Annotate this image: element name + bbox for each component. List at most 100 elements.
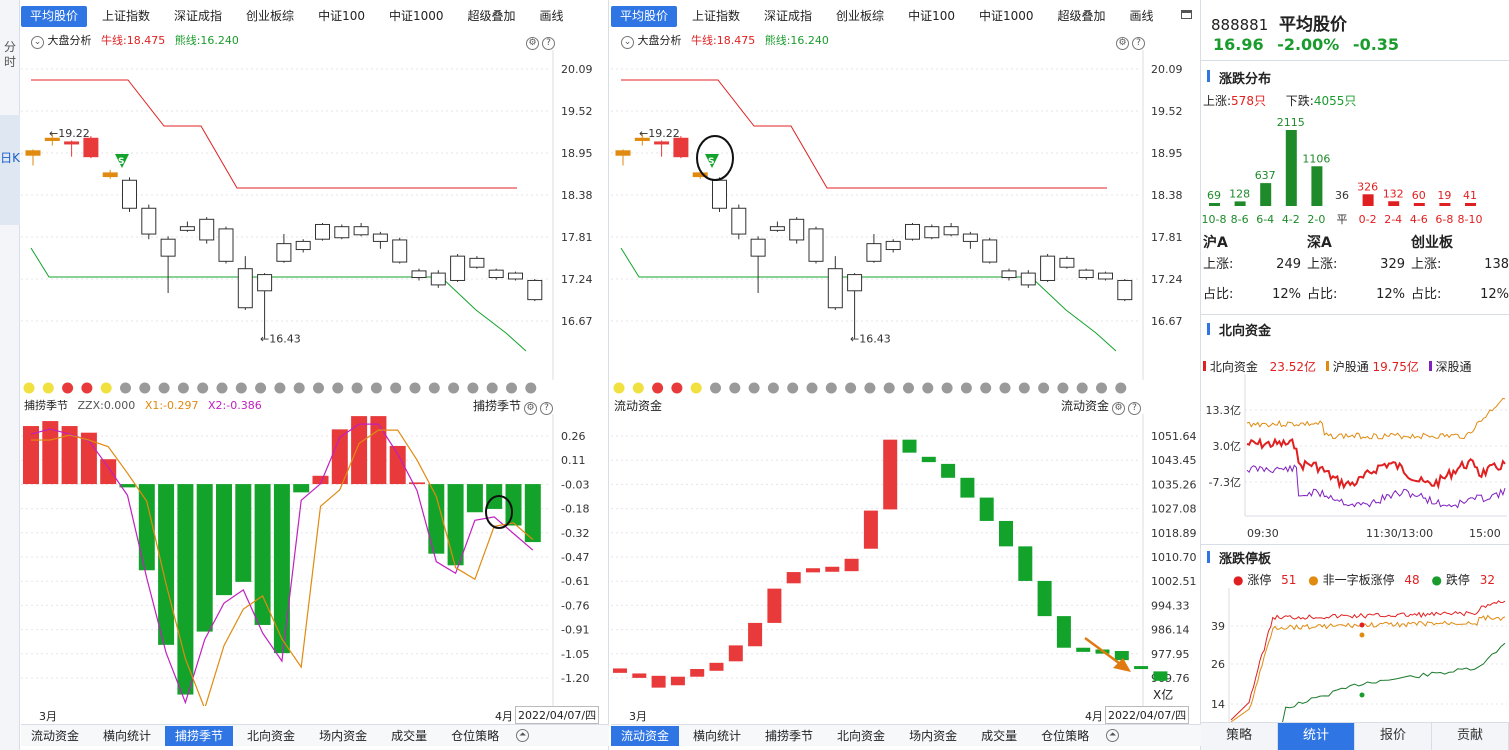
signal-dot (332, 382, 344, 394)
tab-2[interactable]: 深证成指 (174, 8, 223, 23)
signal-dot (1038, 382, 1050, 394)
kline-chart[interactable]: 20.09 19.52 18.95 18.38 17.81 17.24 16.67 ←19.2… (21, 50, 609, 380)
analysis-label[interactable]: 大盘分析 (637, 34, 682, 47)
candle (712, 179, 727, 209)
indicator-tab-0[interactable]: 流动资金 (611, 725, 680, 746)
indicator-tab-6[interactable]: 仓位策略 (451, 728, 500, 743)
dist-bar (1234, 201, 1246, 206)
money-bar (748, 622, 763, 647)
indicator-tick: 1027.08 (1151, 503, 1197, 516)
indicator-tick: 1010.70 (1151, 551, 1197, 564)
indicator-tab-5[interactable]: 成交量 (391, 728, 428, 743)
tab-5[interactable]: 中证1000 (978, 8, 1034, 23)
help-icon[interactable]: ? (1132, 37, 1145, 50)
signal-dot (671, 382, 683, 394)
indicator-bar (158, 484, 175, 645)
tab-7[interactable]: 画线 (539, 8, 564, 23)
indicator-tab-5[interactable]: 成交量 (981, 728, 1018, 743)
signal-dots (23, 382, 537, 394)
limit-chart[interactable]: 39 26 14 (1201, 588, 1509, 722)
x1-line (31, 429, 534, 706)
help-icon[interactable]: ? (542, 37, 555, 50)
tab-0[interactable]: 平均股价 (611, 5, 678, 27)
help-icon[interactable]: ? (1128, 402, 1142, 415)
tab-4[interactable]: 中证100 (318, 8, 365, 23)
tab-1[interactable]: 上证指数 (102, 8, 151, 23)
gear-icon[interactable]: ⚙ (526, 37, 539, 50)
dist-count: 60 (1412, 189, 1426, 202)
info-tab-0[interactable]: 策略 (1201, 723, 1278, 750)
indicator-tab-6[interactable]: 仓位策略 (1041, 728, 1090, 743)
unit-label: X亿 (1153, 688, 1174, 702)
collapse-icon[interactable]: ⏶ (1106, 729, 1120, 742)
money-bar (613, 668, 627, 673)
signal-dot (864, 382, 876, 394)
arrow-head-icon (1113, 658, 1131, 672)
market-breakdown: 沪A 上涨: 249 占比: 12% 深A 上涨: 329 占比: 12% 创业板 上涨: 138 占比:… (1201, 232, 1509, 312)
tab-7[interactable]: 画线 (1129, 8, 1154, 23)
indicator-tab-1[interactable]: 横向统计 (103, 728, 152, 743)
info-tab-1[interactable]: 统计 (1278, 723, 1355, 750)
candle (808, 228, 824, 262)
tab-5[interactable]: 中证1000 (388, 8, 444, 23)
candle (924, 226, 940, 239)
collapse-icon[interactable]: ⏶ (516, 729, 530, 742)
money-bar (651, 675, 666, 688)
north-total-line (1246, 436, 1506, 490)
indicator-tab-4[interactable]: 场内资金 (319, 728, 368, 743)
signal-dot (448, 382, 460, 394)
north-fund-chart[interactable]: 13.3亿 3.0亿 -7.3亿 09:30 11:30/13:00 15:00 (1201, 374, 1509, 542)
indicator-tab-3[interactable]: 北向资金 (247, 728, 296, 743)
gear-icon[interactable]: ⚙ (524, 402, 538, 415)
tab-3[interactable]: 创业板综 (246, 8, 295, 23)
tab-4[interactable]: 中证100 (908, 8, 955, 23)
market-pct-row: 占比: 12% (1411, 287, 1509, 302)
indicator-tab-0[interactable]: 流动资金 (31, 728, 80, 743)
sell-signal-label: S (708, 157, 714, 167)
indicator-tab-1[interactable]: 横向统计 (693, 728, 742, 743)
tab-fenshi[interactable]: 分时 (3, 40, 16, 69)
gear-icon[interactable]: ⚙ (1112, 402, 1126, 415)
tab-3[interactable]: 创业板综 (836, 8, 885, 23)
indicator-tick: -0.61 (561, 575, 589, 588)
signal-dot (216, 382, 228, 394)
info-tab-3[interactable]: 贡献 (1432, 723, 1509, 750)
kline-chart[interactable]: 20.09 19.52 18.95 18.38 17.81 17.24 16.67 ←19.2… (611, 50, 1201, 380)
chevron-down-icon[interactable]: ⌄ (621, 36, 634, 49)
indicator-tab-3[interactable]: 北向资金 (837, 728, 886, 743)
tab-6[interactable]: 超级叠加 (1057, 8, 1106, 23)
market-up-row: 上涨: 249 (1203, 257, 1301, 272)
tab-1[interactable]: 上证指数 (692, 8, 741, 23)
indicator-tab-2[interactable]: 捕捞季节 (765, 728, 814, 743)
indicator-chart[interactable]: 0.26 0.11 -0.03 -0.18 -0.32 -0.47 -0.61 -0.76 -0… (21, 414, 609, 706)
tab-daily-k[interactable]: 日K (0, 115, 20, 225)
tab-2[interactable]: 深证成指 (764, 8, 813, 23)
market-0: 沪A 上涨: 249 占比: 12% (1203, 232, 1301, 306)
indicator-bar (119, 484, 136, 488)
market-pct-row: 占比: 12% (1203, 287, 1301, 302)
signal-dot (710, 382, 721, 394)
indicator-tab-4[interactable]: 场内资金 (909, 728, 958, 743)
tab-6[interactable]: 超级叠加 (467, 8, 516, 23)
money-flow-chart[interactable]: 1051.64 1043.45 1035.26 1027.08 1018.89 1010.… (611, 414, 1201, 706)
info-tab-2[interactable]: 报价 (1355, 723, 1432, 750)
indicator-title[interactable]: 流动资金 (614, 399, 663, 413)
help-icon[interactable]: ? (540, 402, 554, 415)
maximize-icon[interactable] (1181, 10, 1192, 19)
indicator-title[interactable]: 捕捞季节 (24, 399, 68, 412)
money-bar (825, 566, 840, 572)
indicator-tick: 1002.51 (1151, 575, 1197, 588)
chevron-down-icon[interactable]: ⌄ (31, 36, 44, 49)
indicator-tick: 994.33 (1151, 599, 1190, 612)
bull-line-label: 牛线:18.475 (101, 34, 166, 47)
tab-0[interactable]: 平均股价 (21, 5, 88, 27)
money-bar (690, 669, 705, 677)
limit-up-line (1230, 600, 1506, 721)
indicator-tab-2[interactable]: 捕捞季节 (165, 725, 234, 746)
north-time: 09:30 (1247, 527, 1279, 540)
gear-icon[interactable]: ⚙ (1116, 37, 1129, 50)
analysis-label[interactable]: 大盘分析 (47, 34, 92, 47)
north-sh-line (1246, 397, 1506, 440)
signal-dot (980, 382, 992, 394)
